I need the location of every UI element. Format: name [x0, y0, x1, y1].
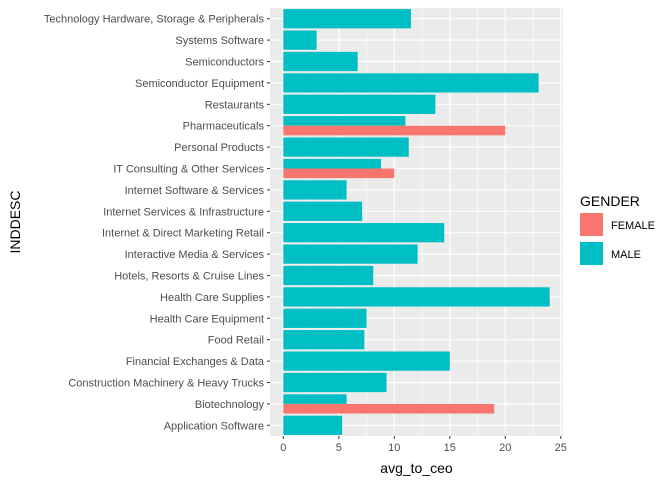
bar-male — [283, 201, 363, 221]
legend-label-male: MALE — [611, 249, 641, 261]
bar-male — [283, 244, 418, 264]
y-tick-label: Internet Services & Infrastructure — [103, 206, 264, 218]
y-tick-label: Biotechnology — [195, 399, 265, 411]
y-tick-label: Technology Hardware, Storage & Periphera… — [44, 14, 265, 26]
bar-male — [283, 372, 387, 393]
y-tick-label: Internet & Direct Marketing Retail — [102, 228, 264, 240]
bar-male — [283, 223, 445, 243]
y-tick-label: Restaurants — [205, 99, 265, 111]
x-tick-label: 20 — [499, 442, 511, 454]
legend-title: GENDER — [580, 193, 640, 209]
y-tick-label: Health Care Equipment — [150, 313, 264, 325]
bar-female — [283, 168, 395, 179]
bar-male — [283, 9, 411, 29]
y-tick-label: Internet Software & Services — [125, 185, 265, 197]
x-tick-label: 5 — [336, 442, 342, 454]
y-tick-label: Semiconductors — [185, 57, 264, 69]
y-tick-label: Hotels, Resorts & Cruise Lines — [114, 271, 264, 283]
legend-key-female — [580, 213, 603, 236]
legend-label-female: FEMALE — [611, 220, 655, 232]
y-tick-label: Financial Exchanges & Data — [126, 356, 265, 368]
y-tick-label: IT Consulting & Other Services — [113, 164, 264, 176]
legend-items: FEMALE MALE — [580, 213, 655, 265]
y-axis: Technology Hardware, Storage & Periphera… — [44, 14, 270, 432]
bar-male — [283, 180, 347, 200]
bar-male — [283, 394, 347, 404]
legend-key-male — [580, 242, 603, 265]
y-tick-label: Interactive Media & Services — [125, 249, 265, 261]
x-axis: 0 5 10 15 20 25 — [280, 436, 567, 454]
bar-female — [283, 125, 506, 136]
y-tick-label: Semiconductor Equipment — [135, 78, 264, 90]
plot-panel — [270, 8, 563, 436]
legend: GENDER FEMALE MALE — [580, 193, 655, 265]
bar-male — [283, 73, 539, 93]
bar-female — [283, 403, 495, 414]
bar-male — [283, 51, 358, 72]
bar-male — [283, 137, 409, 157]
y-axis-title: INDDESC — [7, 190, 23, 253]
y-tick-label: Application Software — [164, 420, 264, 432]
bar-male — [283, 308, 367, 328]
bar-male — [283, 116, 406, 126]
y-tick-label: Personal Products — [174, 142, 264, 154]
y-tick-label: Food Retail — [208, 335, 264, 347]
y-tick-label: Pharmaceuticals — [183, 121, 265, 133]
bar-male — [283, 158, 381, 169]
bar-male — [283, 30, 317, 50]
bar-male — [283, 415, 343, 435]
bar-layer — [283, 9, 550, 435]
x-tick-label: 0 — [280, 442, 286, 454]
bar-male — [283, 351, 450, 371]
x-axis-title: avg_to_ceo — [380, 460, 453, 476]
bar-male — [283, 265, 374, 286]
x-tick-label: 15 — [444, 442, 456, 454]
bar-male — [283, 330, 365, 350]
x-tick-label: 25 — [555, 442, 567, 454]
y-tick-label: Construction Machinery & Heavy Trucks — [68, 378, 264, 390]
y-tick-label: Health Care Supplies — [160, 292, 264, 304]
x-tick-label: 10 — [388, 442, 400, 454]
y-tick-label: Systems Software — [175, 35, 264, 47]
bar-male — [283, 94, 436, 114]
bar-male — [283, 287, 550, 307]
